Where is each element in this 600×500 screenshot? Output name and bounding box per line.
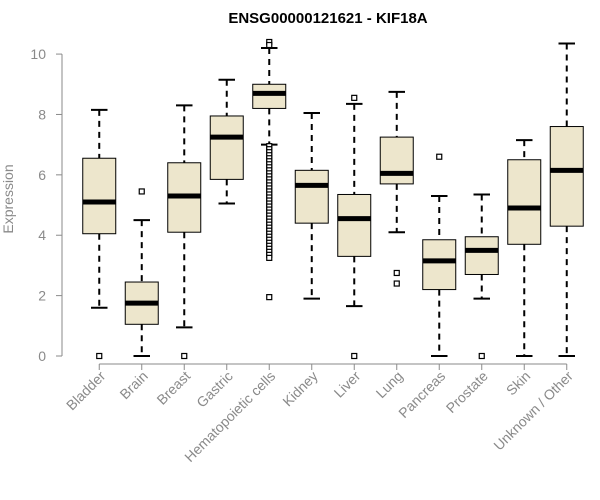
outlier-point (478, 352, 485, 360)
iqr-box (464, 236, 499, 275)
outlier-point (436, 153, 443, 160)
y-tick-label: 6 (38, 167, 46, 183)
x-tick-label: Bladder (63, 368, 109, 414)
outlier-point (266, 254, 273, 261)
box-skin (507, 139, 542, 357)
box-liver (337, 94, 372, 360)
y-tick-label: 4 (38, 227, 46, 243)
box-gastric (209, 78, 244, 205)
x-tick-label: Lung (373, 368, 406, 401)
box-lung (379, 90, 414, 287)
y-tick-label: 8 (38, 106, 46, 122)
iqr-box (294, 169, 329, 224)
box-unknown-other (549, 42, 584, 357)
iqr-box (82, 157, 117, 235)
y-tick-label: 2 (38, 288, 46, 304)
chart-title: ENSG00000121621 - KIF18A (228, 10, 427, 27)
iqr-box (549, 126, 584, 227)
y-tick-label: 10 (30, 46, 46, 62)
x-tick-label: Liver (331, 368, 364, 401)
outlier-point (181, 352, 188, 360)
box-brain (124, 188, 159, 357)
x-tick-label: Pancreas (395, 368, 448, 421)
y-tick-label: 0 (38, 348, 46, 364)
x-tick-label: Kidney (279, 368, 321, 410)
iqr-box (379, 136, 414, 185)
x-tick-label: Unknown / Other (490, 368, 576, 454)
box-kidney (294, 111, 329, 300)
x-tick-label: Breast (153, 368, 193, 408)
outlier-point (351, 352, 358, 360)
outlier-point (393, 280, 400, 287)
x-tick-label: Prostate (443, 368, 491, 416)
outlier-point (351, 94, 358, 101)
outlier-point (266, 294, 273, 301)
boxes-group (82, 38, 584, 360)
box-pancreas (422, 153, 457, 357)
box-hematopoietic-cells (252, 38, 287, 301)
outlier-point (138, 188, 145, 195)
outlier-point (96, 352, 103, 360)
box-prostate (464, 193, 499, 360)
outlier-point (393, 269, 400, 277)
iqr-box (507, 159, 542, 245)
y-axis-label: Expression (0, 164, 16, 233)
box-breast (167, 104, 202, 360)
iqr-box (209, 115, 244, 180)
iqr-box (337, 193, 372, 257)
iqr-box (252, 83, 287, 109)
x-tick-label: Brain (116, 368, 150, 402)
outlier-point (266, 41, 273, 49)
iqr-box (422, 239, 457, 291)
box-bladder (82, 108, 117, 360)
y-axis: 0 2 4 6 8 10 (30, 46, 63, 364)
x-tick-label: Skin (503, 368, 534, 399)
